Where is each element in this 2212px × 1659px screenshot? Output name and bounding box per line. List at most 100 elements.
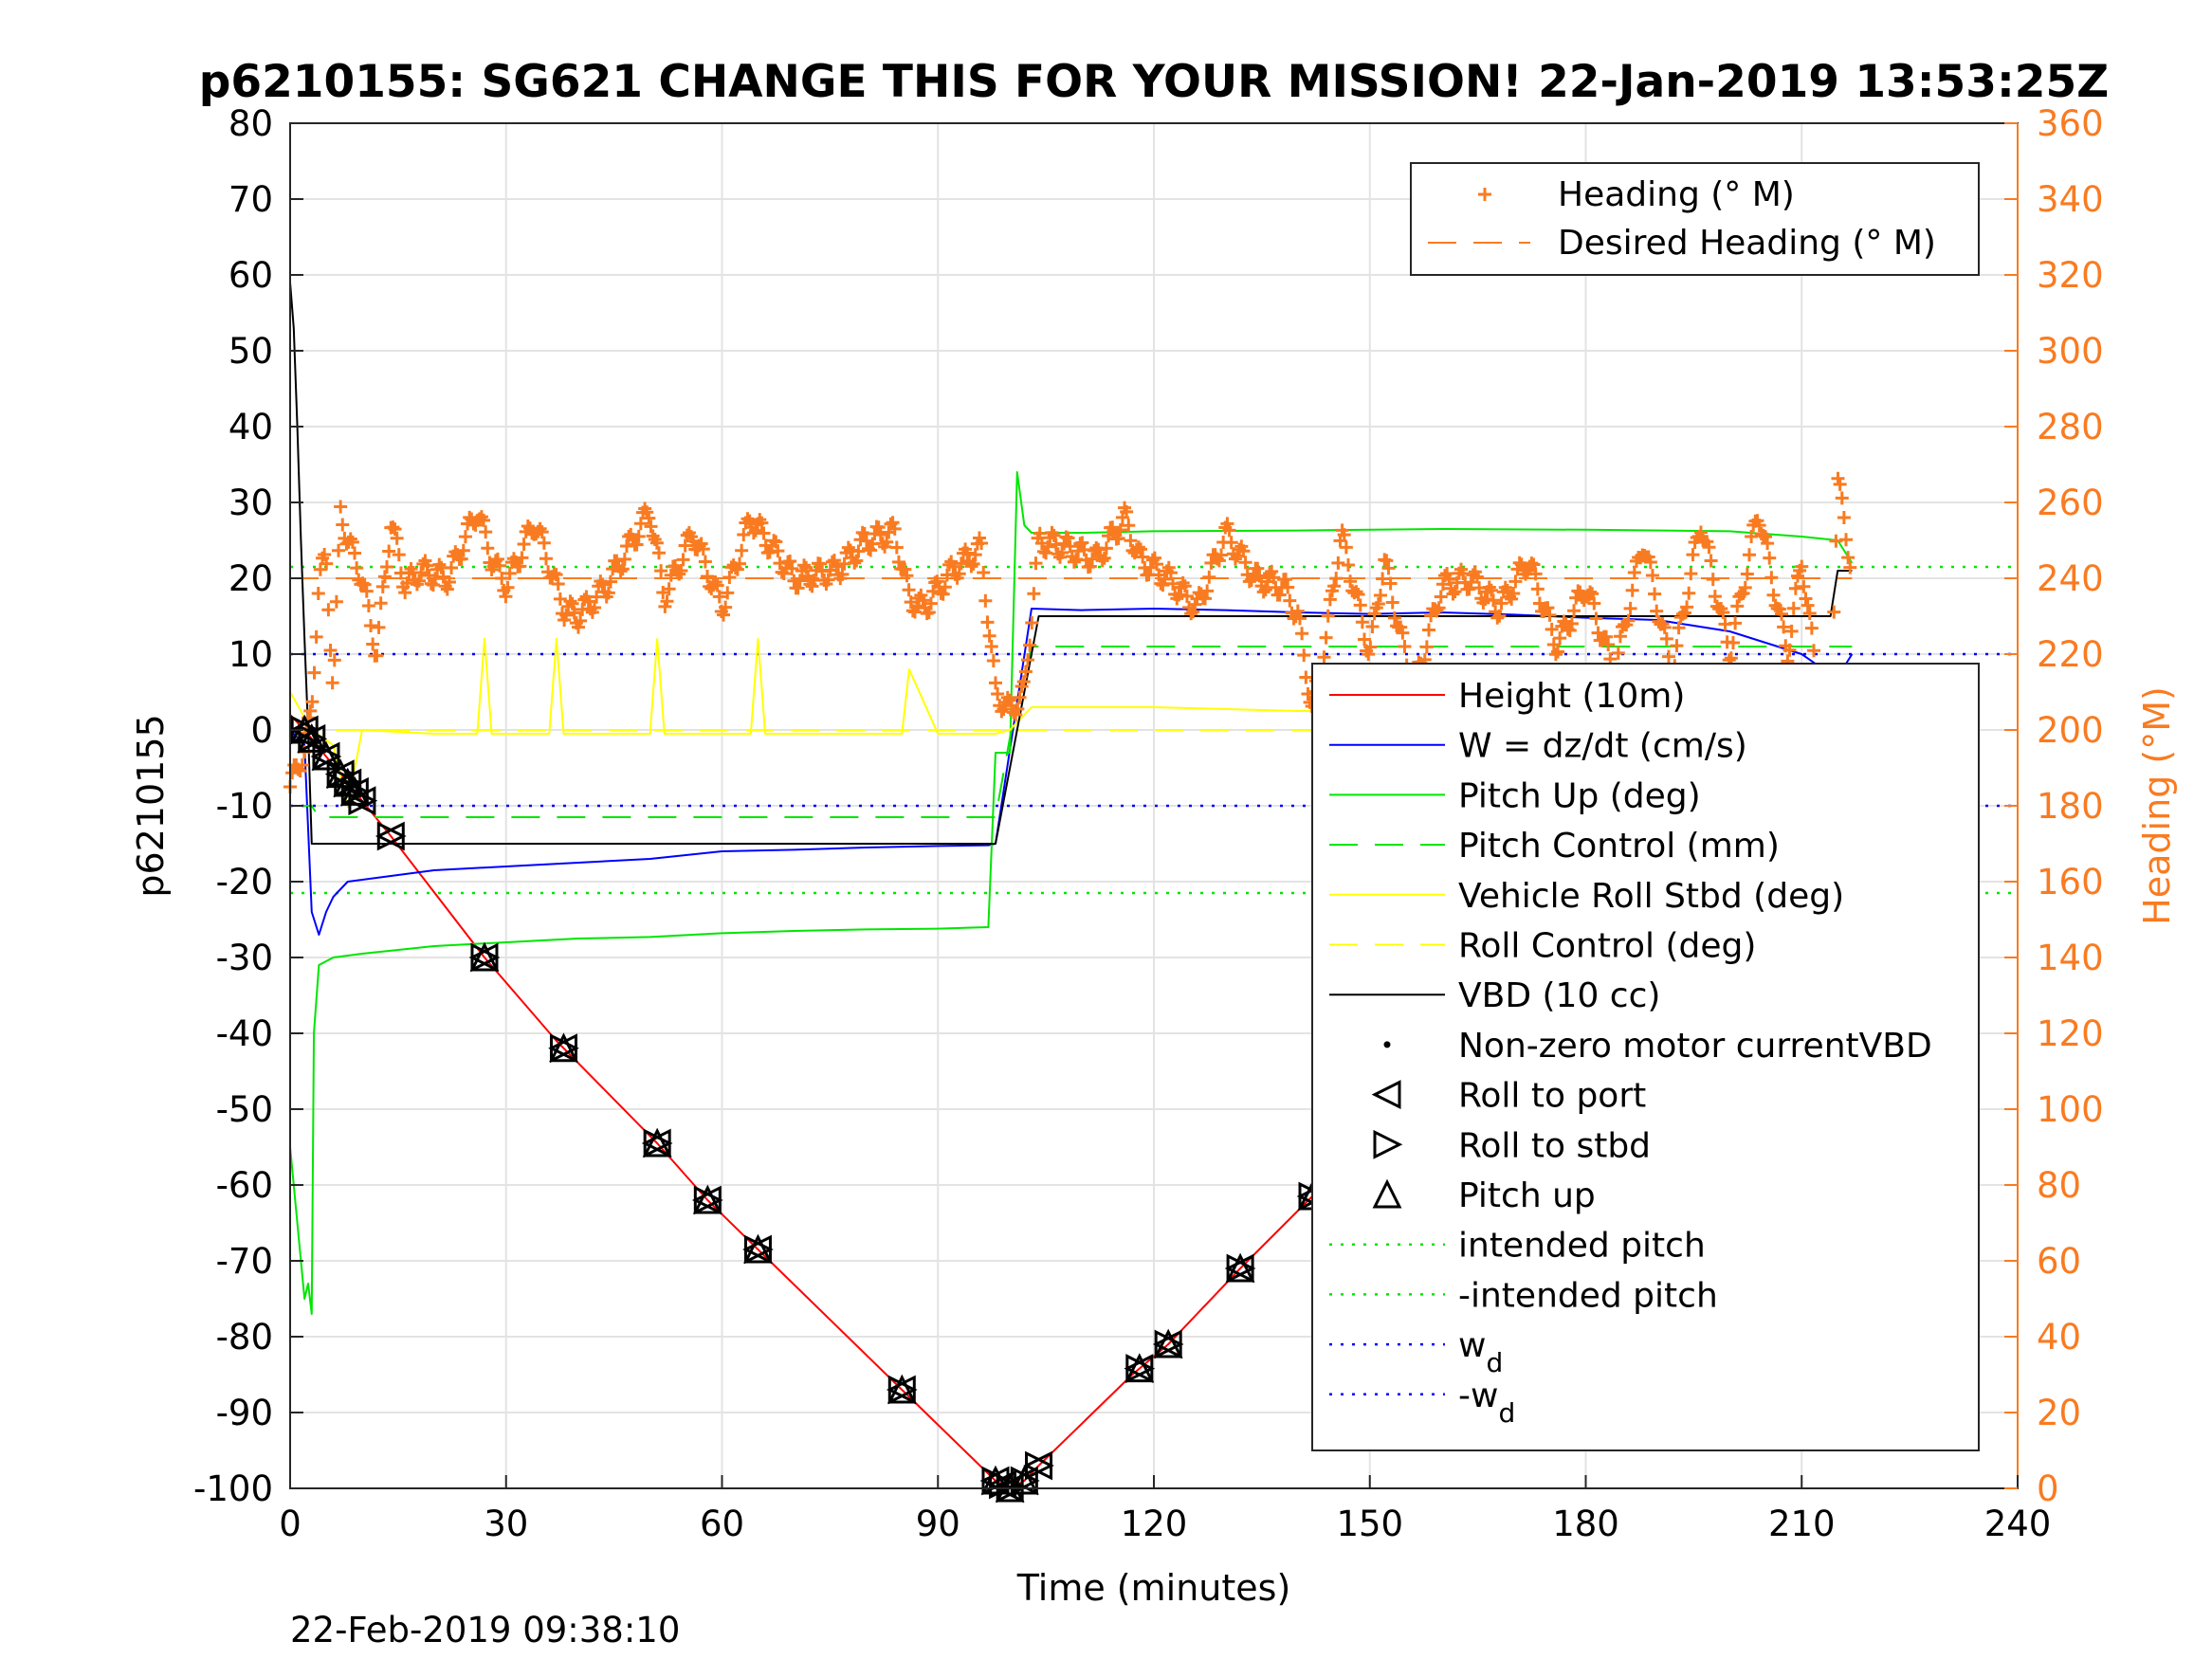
marker-pitch-up [1124,1353,1155,1383]
chart-title: p6210155: SG621 CHANGE THIS FOR YOUR MIS… [199,56,2110,108]
y2-tick-label: 220 [2037,634,2104,675]
marker-roll-stbd [743,1234,774,1265]
y-tick-label: -20 [216,862,273,902]
marker-pitch-up [642,1127,672,1158]
marker-roll-stbd [887,1375,918,1405]
marker-pitch-up [1225,1252,1255,1283]
y-tick-label: 20 [229,558,273,599]
marker-roll-stbd [643,1128,673,1158]
legend-entry-pitch-control-mm-label: Pitch Control (mm) [1458,827,1780,866]
y-tick-label: -100 [193,1468,273,1509]
marker-roll-stbd [1154,1329,1184,1359]
x-tick-label: 120 [1121,1504,1188,1544]
marker-pitch-up [980,1465,1011,1495]
legend-heading-symbol [1478,188,1491,201]
legend-heading-label: Heading (° M) [1558,175,1795,214]
legend-entry-vehicle-roll-stbd-deg-label: Vehicle Roll Stbd (deg) [1458,877,1844,916]
marker-roll-stbd [1226,1253,1256,1284]
y2-tick-label: 100 [2037,1089,2104,1130]
x-tick-label: 240 [1984,1504,2052,1544]
y2-tick-label: 60 [2037,1241,2081,1282]
legend-entry-vbd-10-cc-label: VBD (10 cc) [1458,976,1660,1015]
y-tick-label: -60 [216,1165,273,1206]
marker-roll-stbd [1025,1450,1054,1481]
y2-tick-label: 80 [2037,1165,2081,1206]
y-tick-label: -10 [216,786,273,827]
y-tick-label: 10 [229,634,273,675]
y-tick-label: 70 [229,179,273,220]
y-tick-label: 60 [229,255,273,296]
y-tick-label: -50 [216,1089,273,1130]
legend-main: Height (10m) W = dz/dt (cm/s) Pitch Up (de… [1311,663,1980,1451]
marker-pitch-up [1153,1328,1183,1358]
y2-tick-label: 140 [2037,938,2104,978]
x-tick-label: 60 [700,1504,744,1544]
marker-pitch-up [311,740,341,771]
y-tick-label: -40 [216,1013,273,1054]
y-axis-label: p6210155 [130,714,172,897]
x-tick-label: 180 [1552,1504,1619,1544]
y2-tick-label: 320 [2037,255,2104,296]
marker-pitch-up [692,1184,722,1214]
legend-entry-roll-to-stbd-symbol [1373,1129,1403,1159]
y2-tick-label: 200 [2037,710,2104,751]
marker-roll-stbd [693,1185,723,1215]
y2-tick-label: 300 [2037,331,2104,372]
x-axis: 0 30 60 90 120 150 180 210 240 [279,1475,2051,1544]
legend-entry-pitch-up-label: Pitch up [1458,1176,1596,1215]
y2-tick-label: 280 [2037,407,2104,447]
legend-entry-height-10m-label: Height (10m) [1458,677,1685,716]
x-tick-label: 0 [279,1504,302,1544]
y2-tick-label: 20 [2037,1393,2081,1433]
legend-desired-heading-label: Desired Heading (° M) [1558,224,1936,263]
series-pitch-up-deg [289,471,1854,1315]
y2-tick-label: 240 [2037,558,2104,599]
marker-pitch-up [1009,1465,1039,1495]
series-vehicle-roll-stbd-deg [289,638,1853,807]
marker-roll-stbd [312,741,342,772]
legend-entry-w-subscript: d [1498,1397,1515,1429]
y-tick-label: 30 [229,483,273,523]
legend-entry-non-zero-motor-currentvbd-symbol [1383,1041,1391,1048]
marker-roll-stbd [470,942,501,973]
legend-entry-roll-to-port-symbol [1371,1080,1401,1110]
y-tick-label: 50 [229,331,273,372]
legend-heading: Heading (° M) Desired Heading (° M) [1410,162,1980,276]
y-tick-label: 40 [229,407,273,447]
x-tick-label: 150 [1336,1504,1403,1544]
y2-tick-label: 40 [2037,1317,2081,1358]
marker-pitch-up [743,1233,773,1264]
y-axis-right: 3603403203002802602402202001801601401201… [2004,103,2104,1509]
legend-entry-roll-to-stbd-label: Roll to stbd [1458,1126,1651,1165]
y2-tick-label: 0 [2037,1468,2059,1509]
legend-entry-roll-to-port-label: Roll to port [1458,1077,1646,1116]
legend-entry-non-zero-motor-currentvbd-label: Non-zero motor currentVBD [1458,1027,1932,1066]
marker-pitch-up [549,1032,578,1063]
y2-tick-label: 120 [2037,1013,2104,1054]
y-tick-label: -30 [216,938,273,978]
legend-heading-box [1410,162,1980,276]
y2-axis-label: Heading (°M) [2136,686,2178,925]
legend-entry-intended-pitch-label: intended pitch [1458,1227,1706,1266]
y-tick-label: -70 [216,1241,273,1282]
y-tick-label: 80 [229,103,273,144]
y-axis-left: 80 70 60 50 40 30 20 10 0 -10 -20 -30 -40 -50 -60 -70 -8… [193,103,303,1509]
y-tick-label: 0 [250,710,273,751]
marker-roll-stbd [549,1033,579,1064]
timestamp-footer: 22-Feb-2019 09:38:10 [290,1610,680,1650]
y2-tick-label: 260 [2037,483,2104,523]
y-tick-label: -90 [216,1393,273,1433]
x-tick-label: 210 [1768,1504,1836,1544]
series-vbd-10-cc [289,282,1853,845]
marker-roll-stbd [376,821,407,851]
x-tick-label: 30 [484,1504,528,1544]
legend-entry-roll-control-deg-label: Roll Control (deg) [1458,927,1756,966]
marker-pitch-up [339,775,370,806]
legend-entry-w-subscript: d [1486,1347,1503,1378]
x-axis-label: Time (minutes) [1016,1567,1291,1609]
y2-tick-label: 180 [2037,786,2104,827]
legend-entry-w-dz-dt-cm-s-label: W = dz/dt (cm/s) [1458,727,1747,766]
legend-entry-pitch-up-deg-label: Pitch Up (deg) [1458,776,1701,815]
legend-entry-pitch-up-symbol [1372,1178,1402,1209]
